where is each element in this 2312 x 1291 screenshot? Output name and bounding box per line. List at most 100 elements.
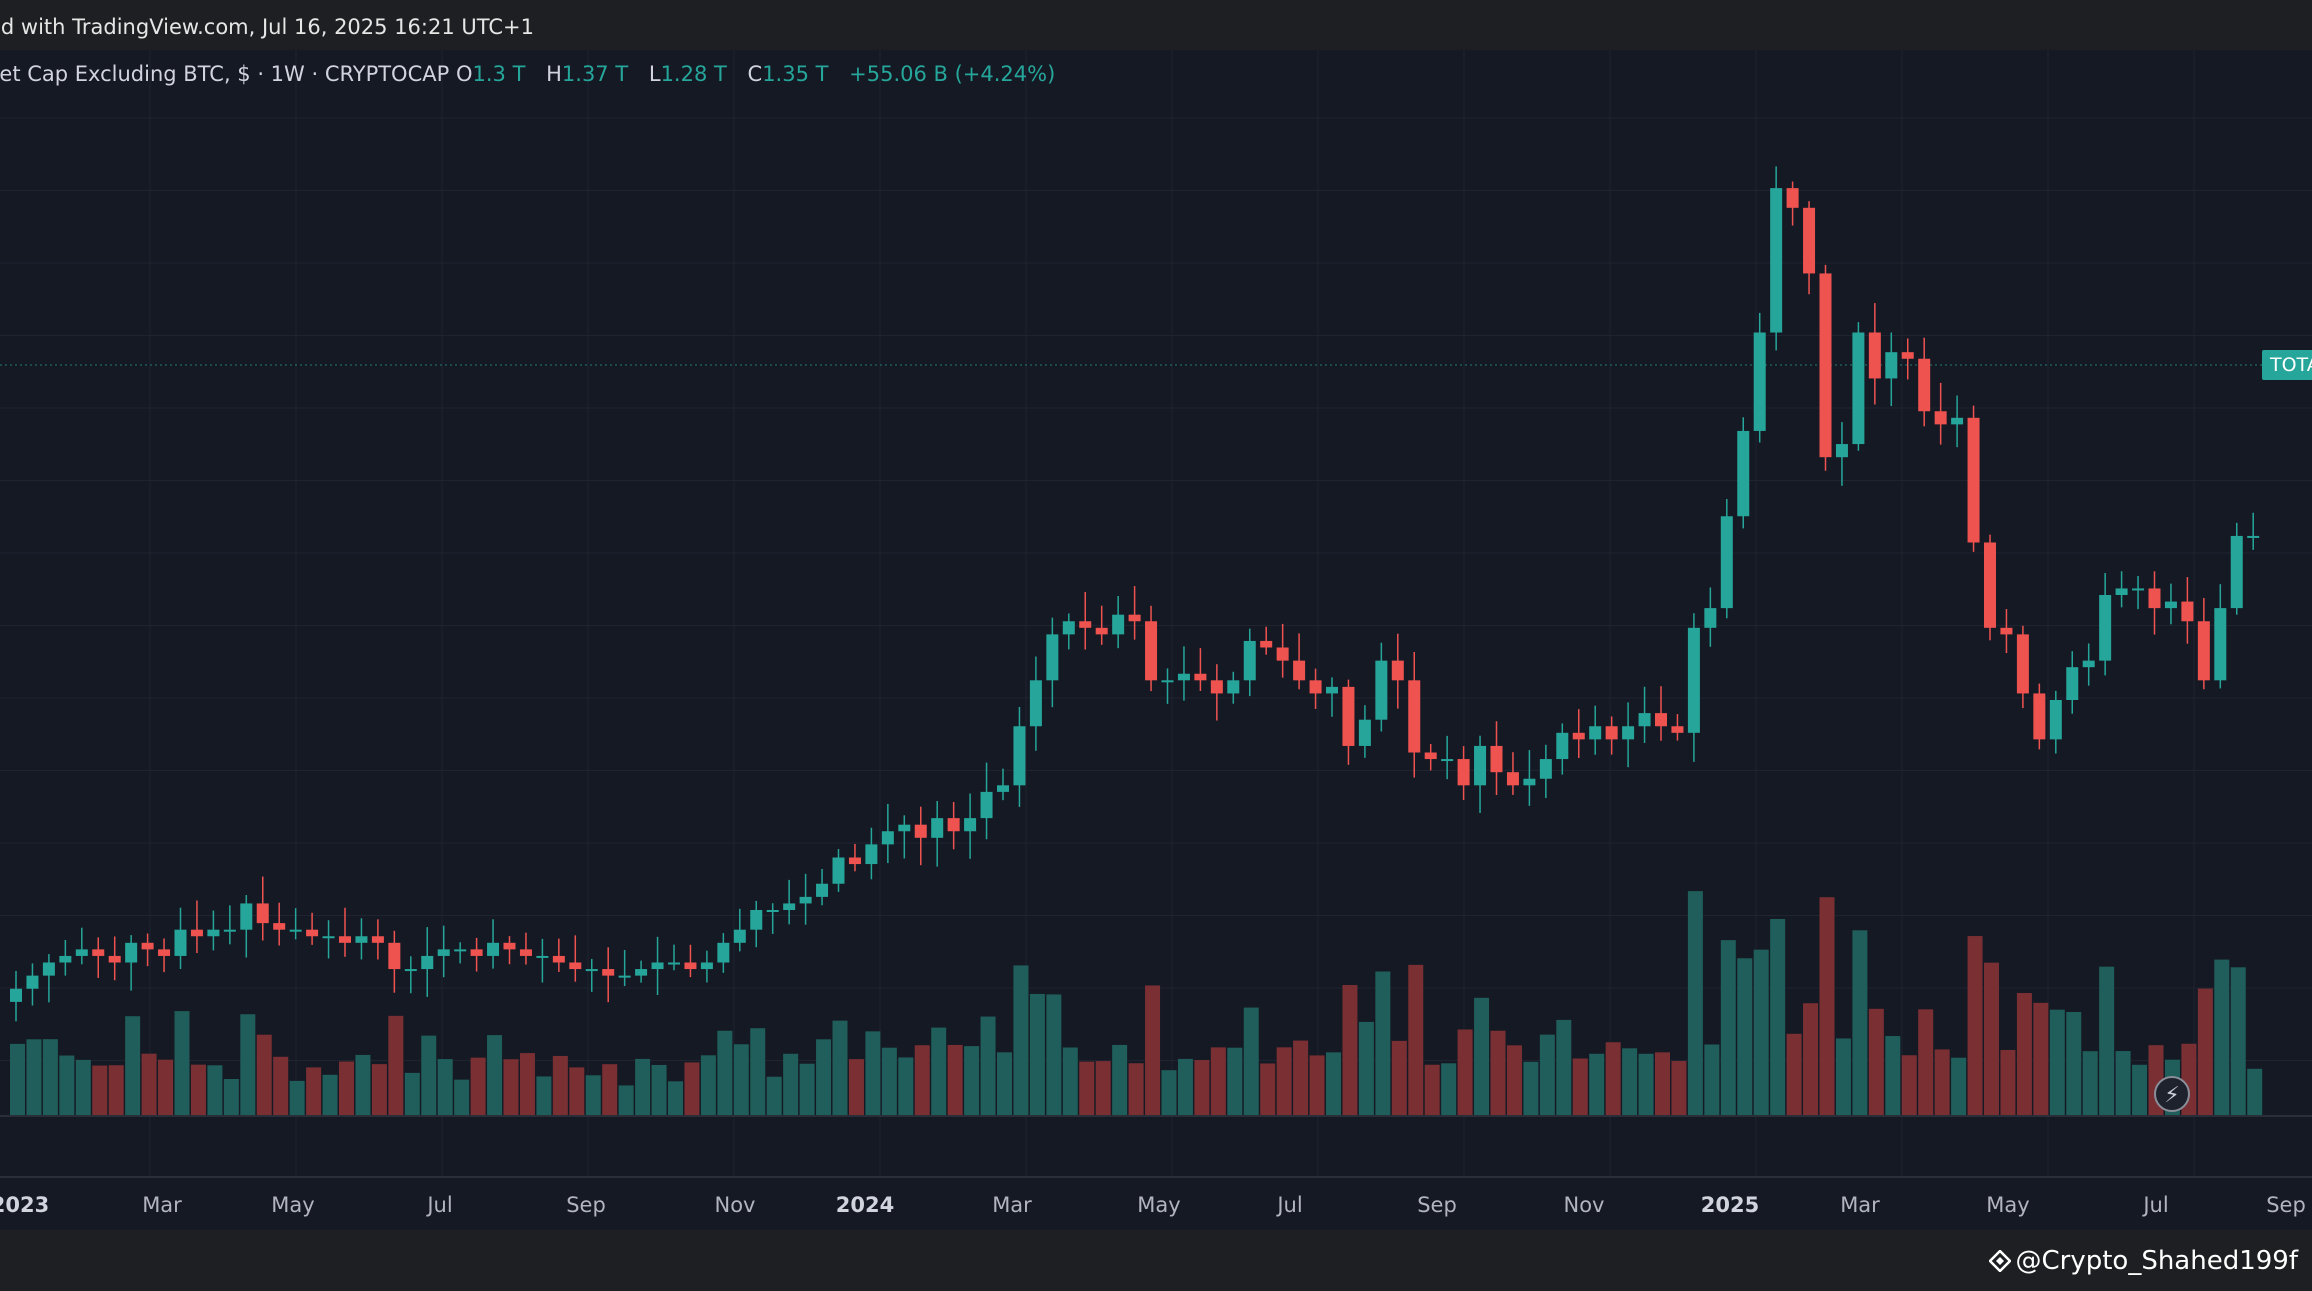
candle-body — [2016, 634, 2029, 694]
volume-bar — [1589, 1053, 1605, 1116]
candle-body — [256, 903, 269, 924]
x-tick-label: May — [271, 1193, 314, 1217]
candle-body — [2082, 660, 2095, 668]
volume-bar — [26, 1039, 42, 1116]
candle-body — [1062, 621, 1075, 635]
candle-body — [273, 923, 286, 930]
volume-bar — [256, 1034, 272, 1116]
volume-bar — [1161, 1070, 1177, 1116]
volume-bar — [1391, 1040, 1407, 1116]
volume-bar — [1490, 1030, 1506, 1116]
volume-bar — [536, 1076, 552, 1116]
volume-bar — [552, 1055, 568, 1116]
price-tag-label: TOTAL2 — [2270, 354, 2312, 376]
volume-bar — [618, 1085, 634, 1116]
candles — [10, 166, 2260, 1022]
candle-body — [964, 818, 977, 832]
low-label: L — [648, 62, 661, 86]
candle-body — [1260, 640, 1273, 648]
candle-body — [1671, 726, 1684, 733]
x-tick-label: Sep — [2266, 1193, 2306, 1217]
volume-bar — [980, 1016, 996, 1116]
snapshot-footer — [0, 1230, 2312, 1291]
volume-bar — [1243, 1007, 1259, 1116]
volume-bar — [848, 1059, 864, 1116]
volume-bar — [1835, 1038, 1851, 1116]
candle-body — [668, 962, 680, 965]
candle-body — [618, 975, 631, 978]
candle-body — [1079, 621, 1092, 628]
last-price-tag: TOTAL2 — [2262, 350, 2312, 380]
volume-bar — [1803, 1003, 1819, 1116]
volume-bar — [421, 1035, 437, 1116]
candle-body — [1556, 732, 1569, 760]
lightning-icon[interactable]: ⚡ — [2154, 1076, 2190, 1112]
candle-body — [1441, 759, 1454, 762]
volume-bar — [355, 1054, 371, 1116]
volume-bar — [487, 1035, 503, 1116]
volume-bar — [700, 1055, 716, 1116]
volume-bar — [1293, 1040, 1309, 1116]
x-tick-label: Mar — [992, 1193, 1032, 1217]
candle-body — [997, 785, 1009, 792]
candle-body — [1490, 745, 1503, 773]
candle-body — [1227, 680, 1240, 694]
candle-body — [59, 955, 72, 963]
candle-body — [174, 929, 187, 956]
candle-body — [1589, 726, 1602, 740]
volume-bar — [2016, 993, 2032, 1116]
volume-bar — [997, 1052, 1012, 1116]
candle-body — [388, 942, 401, 970]
candle-body — [2197, 621, 2210, 681]
volume-bar — [2082, 1051, 2098, 1116]
candle-body — [454, 949, 467, 952]
candle-body — [371, 936, 384, 943]
volume-bar — [1276, 1047, 1292, 1116]
volume-bar — [1424, 1064, 1440, 1116]
candle-body — [947, 818, 960, 832]
volume-bar — [1984, 962, 1999, 1116]
volume-bar — [832, 1020, 848, 1116]
volume-bar — [1704, 1044, 1720, 1116]
candle-body — [717, 942, 730, 963]
volume-bar — [1523, 1061, 1539, 1116]
candle-body — [207, 929, 220, 937]
volume-bar — [470, 1057, 486, 1116]
volume-bar — [190, 1064, 206, 1116]
candle-body — [898, 824, 911, 832]
x-tick-label: Jul — [2141, 1193, 2168, 1217]
candle-body — [240, 903, 253, 930]
volume-bar — [1852, 930, 1868, 1116]
volume-bar — [404, 1072, 420, 1116]
volume-bar — [1358, 1021, 1374, 1116]
volume-bar — [1918, 1009, 1934, 1116]
candle-body — [750, 910, 763, 930]
candle-body — [1605, 726, 1618, 740]
candle-body — [1145, 621, 1158, 681]
candle-body — [1934, 411, 1947, 425]
volume-bar — [766, 1076, 782, 1116]
candle-body — [1243, 640, 1256, 681]
candle-body — [1572, 732, 1585, 740]
high-label: H — [546, 62, 562, 86]
volume-bar — [1951, 1057, 1967, 1116]
snapshot-text: ed with TradingView.com, Jul 16, 2025 16… — [0, 15, 534, 39]
volume-bar — [454, 1079, 470, 1116]
candle-body — [700, 962, 713, 970]
volume-bar — [223, 1078, 239, 1116]
candle-body — [1276, 647, 1289, 661]
candle-body — [108, 955, 121, 963]
candle-body — [1326, 686, 1338, 694]
candle-body — [1408, 680, 1421, 753]
candle-body — [158, 949, 171, 956]
x-tick-label: Sep — [1417, 1193, 1457, 1217]
candle-body — [2247, 535, 2260, 538]
volume-bar — [2132, 1064, 2148, 1116]
candle-body — [1293, 660, 1306, 681]
volume-bar — [289, 1080, 305, 1116]
candle-body — [1622, 726, 1635, 740]
candle-body — [1506, 772, 1519, 786]
volume-bar — [1967, 936, 1983, 1116]
volume-bar — [437, 1059, 453, 1116]
